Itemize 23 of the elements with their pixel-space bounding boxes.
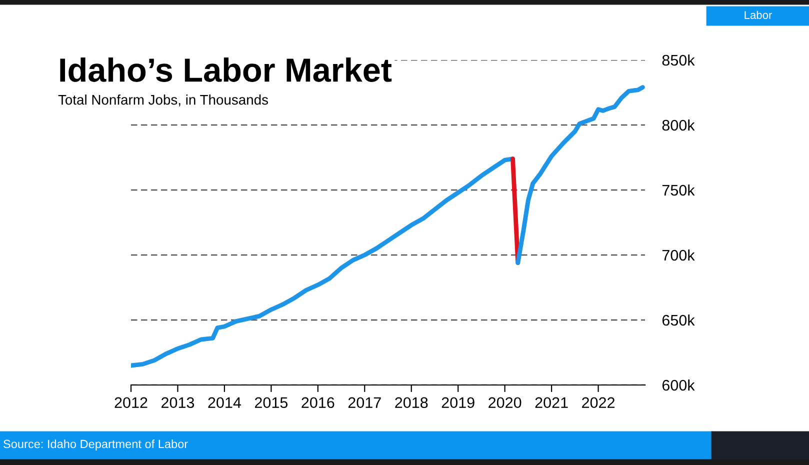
x-tick-label: 2014 xyxy=(208,397,242,408)
y-tick-label: 650k xyxy=(662,314,695,326)
chart-title: Idaho’s Labor Market xyxy=(60,57,392,82)
x-tick-label: 2020 xyxy=(488,397,522,408)
y-tick-label: 600k xyxy=(662,379,695,391)
x-tick-label: 2021 xyxy=(535,397,568,408)
x-tick-label: 2019 xyxy=(442,397,474,408)
x-tick-label: 2012 xyxy=(114,397,148,408)
x-tick-label: 2017 xyxy=(348,397,381,408)
x-tick-label: 2015 xyxy=(254,397,288,408)
text: Total Nonfarm Jobs, in Thousands xyxy=(58,94,268,106)
x-tick-label: 2016 xyxy=(302,397,334,408)
y-tick-label: 850k xyxy=(662,54,695,66)
line-series xyxy=(516,85,645,266)
y-tick-label: 800k xyxy=(662,119,695,131)
x-tick-label: 2022 xyxy=(582,397,614,408)
source-note: Source: Idaho Department of Labor xyxy=(4,440,188,451)
line-series xyxy=(131,156,515,368)
y-tick-label: 700k xyxy=(662,249,695,261)
y-tick-label: 750k xyxy=(662,184,695,196)
text: Labor xyxy=(744,10,772,19)
x-tick-label: 2018 xyxy=(395,397,428,408)
x-tick-label: 2013 xyxy=(162,397,194,408)
